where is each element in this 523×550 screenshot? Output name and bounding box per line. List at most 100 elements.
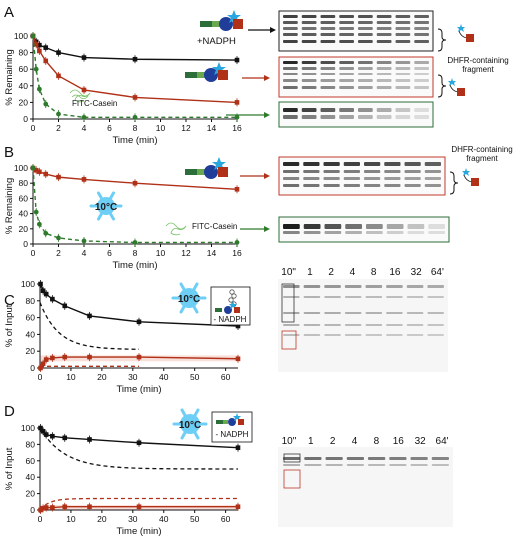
gel-band bbox=[323, 184, 340, 187]
gel-band bbox=[283, 296, 300, 298]
casein-label-a: FITC-Casein bbox=[72, 99, 117, 108]
gel-band bbox=[366, 224, 383, 229]
y-tick-label-b: 0 bbox=[23, 239, 28, 249]
panel-label-b: B bbox=[4, 144, 14, 161]
series-line-green-b bbox=[32, 167, 237, 244]
gel-band bbox=[320, 79, 336, 82]
data-point-red-d bbox=[87, 504, 92, 510]
gel-band bbox=[301, 40, 317, 43]
data-point-red-a bbox=[43, 58, 49, 64]
y-tick-label-c: 40 bbox=[26, 329, 36, 339]
gel-band bbox=[410, 464, 428, 466]
nadph-label-d: - NADPH bbox=[216, 430, 249, 439]
gel-band bbox=[283, 115, 298, 119]
gel-band bbox=[368, 464, 386, 466]
gel-band bbox=[427, 296, 444, 298]
data-point-green-a bbox=[56, 111, 61, 117]
data-point-black-c bbox=[62, 303, 68, 309]
gel-c-red-box bbox=[281, 330, 297, 350]
x-tick-label-a: 10 bbox=[156, 123, 166, 133]
lane-label: 32 bbox=[415, 436, 427, 447]
data-point-red-d bbox=[38, 507, 43, 513]
lane-label: 64' bbox=[431, 267, 444, 278]
x-tick-label-a: 6 bbox=[107, 123, 112, 133]
gel-c bbox=[278, 279, 448, 372]
gel-band bbox=[427, 312, 444, 314]
data-point-red-c bbox=[235, 356, 241, 362]
y-tick-label-c: 100 bbox=[21, 279, 35, 289]
gel-band bbox=[414, 27, 429, 30]
gel-band bbox=[301, 27, 317, 30]
data-point-red-c bbox=[62, 354, 68, 360]
gel-band bbox=[324, 224, 342, 229]
gel-band bbox=[301, 115, 317, 119]
x-tick-label-c: 60 bbox=[221, 372, 231, 382]
data-point-red-c bbox=[50, 355, 55, 361]
x-tick-label-d: 20 bbox=[97, 514, 107, 524]
data-point-black-a bbox=[81, 55, 87, 60]
data-point-black-d bbox=[235, 445, 241, 450]
lane-label: 8 bbox=[374, 436, 380, 447]
gel-band bbox=[339, 115, 354, 119]
gel-band bbox=[386, 285, 403, 288]
gel-band bbox=[395, 73, 411, 75]
y-tick-label-a: 40 bbox=[19, 81, 29, 91]
y-tick-label-d: 100 bbox=[21, 423, 35, 433]
gel-band bbox=[346, 457, 364, 460]
gel-band bbox=[395, 27, 411, 30]
gel-band bbox=[343, 184, 360, 187]
gel-band bbox=[320, 15, 336, 18]
y-tick-label-b: 20 bbox=[19, 224, 29, 234]
data-point-black-a bbox=[234, 57, 240, 63]
data-point-green-a bbox=[234, 114, 240, 120]
gel-band bbox=[339, 108, 354, 112]
bracket-a-black bbox=[437, 28, 447, 52]
data-point-red-c bbox=[43, 357, 49, 362]
data-point-red-d bbox=[136, 504, 142, 510]
gel-band bbox=[414, 61, 429, 64]
gel-band bbox=[320, 27, 336, 30]
data-point-black-c bbox=[136, 319, 142, 325]
y-axis-label-a: % Remaining bbox=[4, 49, 15, 106]
gel-band bbox=[283, 86, 298, 89]
gel-band bbox=[303, 231, 321, 234]
gel-band bbox=[358, 79, 373, 82]
gel-band bbox=[395, 40, 411, 43]
gel-band bbox=[303, 296, 321, 298]
arrowhead-b-green bbox=[264, 226, 270, 232]
gel-band bbox=[365, 324, 383, 326]
gel-band bbox=[414, 115, 429, 119]
data-point-green-a bbox=[132, 114, 138, 120]
gel-band bbox=[283, 40, 298, 43]
lane-label: 1 bbox=[307, 267, 313, 278]
data-point-black-d bbox=[50, 433, 55, 439]
gel-band bbox=[427, 334, 444, 336]
lane-label: 8 bbox=[371, 267, 377, 278]
data-point-red-a bbox=[56, 73, 61, 79]
gel-band bbox=[343, 177, 360, 180]
gel-band bbox=[283, 33, 298, 36]
lane-label: 2 bbox=[330, 436, 336, 447]
data-point-black-a bbox=[37, 42, 42, 48]
temp-label-b: 10°C bbox=[95, 202, 117, 213]
gel-band bbox=[320, 21, 336, 24]
panel-label-d: D bbox=[4, 403, 15, 420]
gel-band bbox=[339, 86, 354, 89]
gel-band bbox=[320, 33, 336, 36]
gel-d-black-box bbox=[283, 453, 301, 463]
gel-band bbox=[324, 285, 341, 288]
gel-band bbox=[339, 33, 354, 36]
gel-band bbox=[344, 324, 362, 326]
gel-band bbox=[389, 464, 407, 466]
gel-band bbox=[366, 231, 383, 234]
gel-band bbox=[407, 231, 425, 234]
gel-band bbox=[320, 115, 336, 119]
gel-band bbox=[283, 285, 300, 288]
gel-band bbox=[339, 79, 354, 82]
gel-band bbox=[303, 184, 320, 187]
gel-band bbox=[414, 108, 429, 112]
gel-band bbox=[303, 334, 321, 336]
gel-band bbox=[376, 79, 392, 82]
gel-band bbox=[414, 21, 429, 24]
gel-band bbox=[428, 231, 445, 234]
